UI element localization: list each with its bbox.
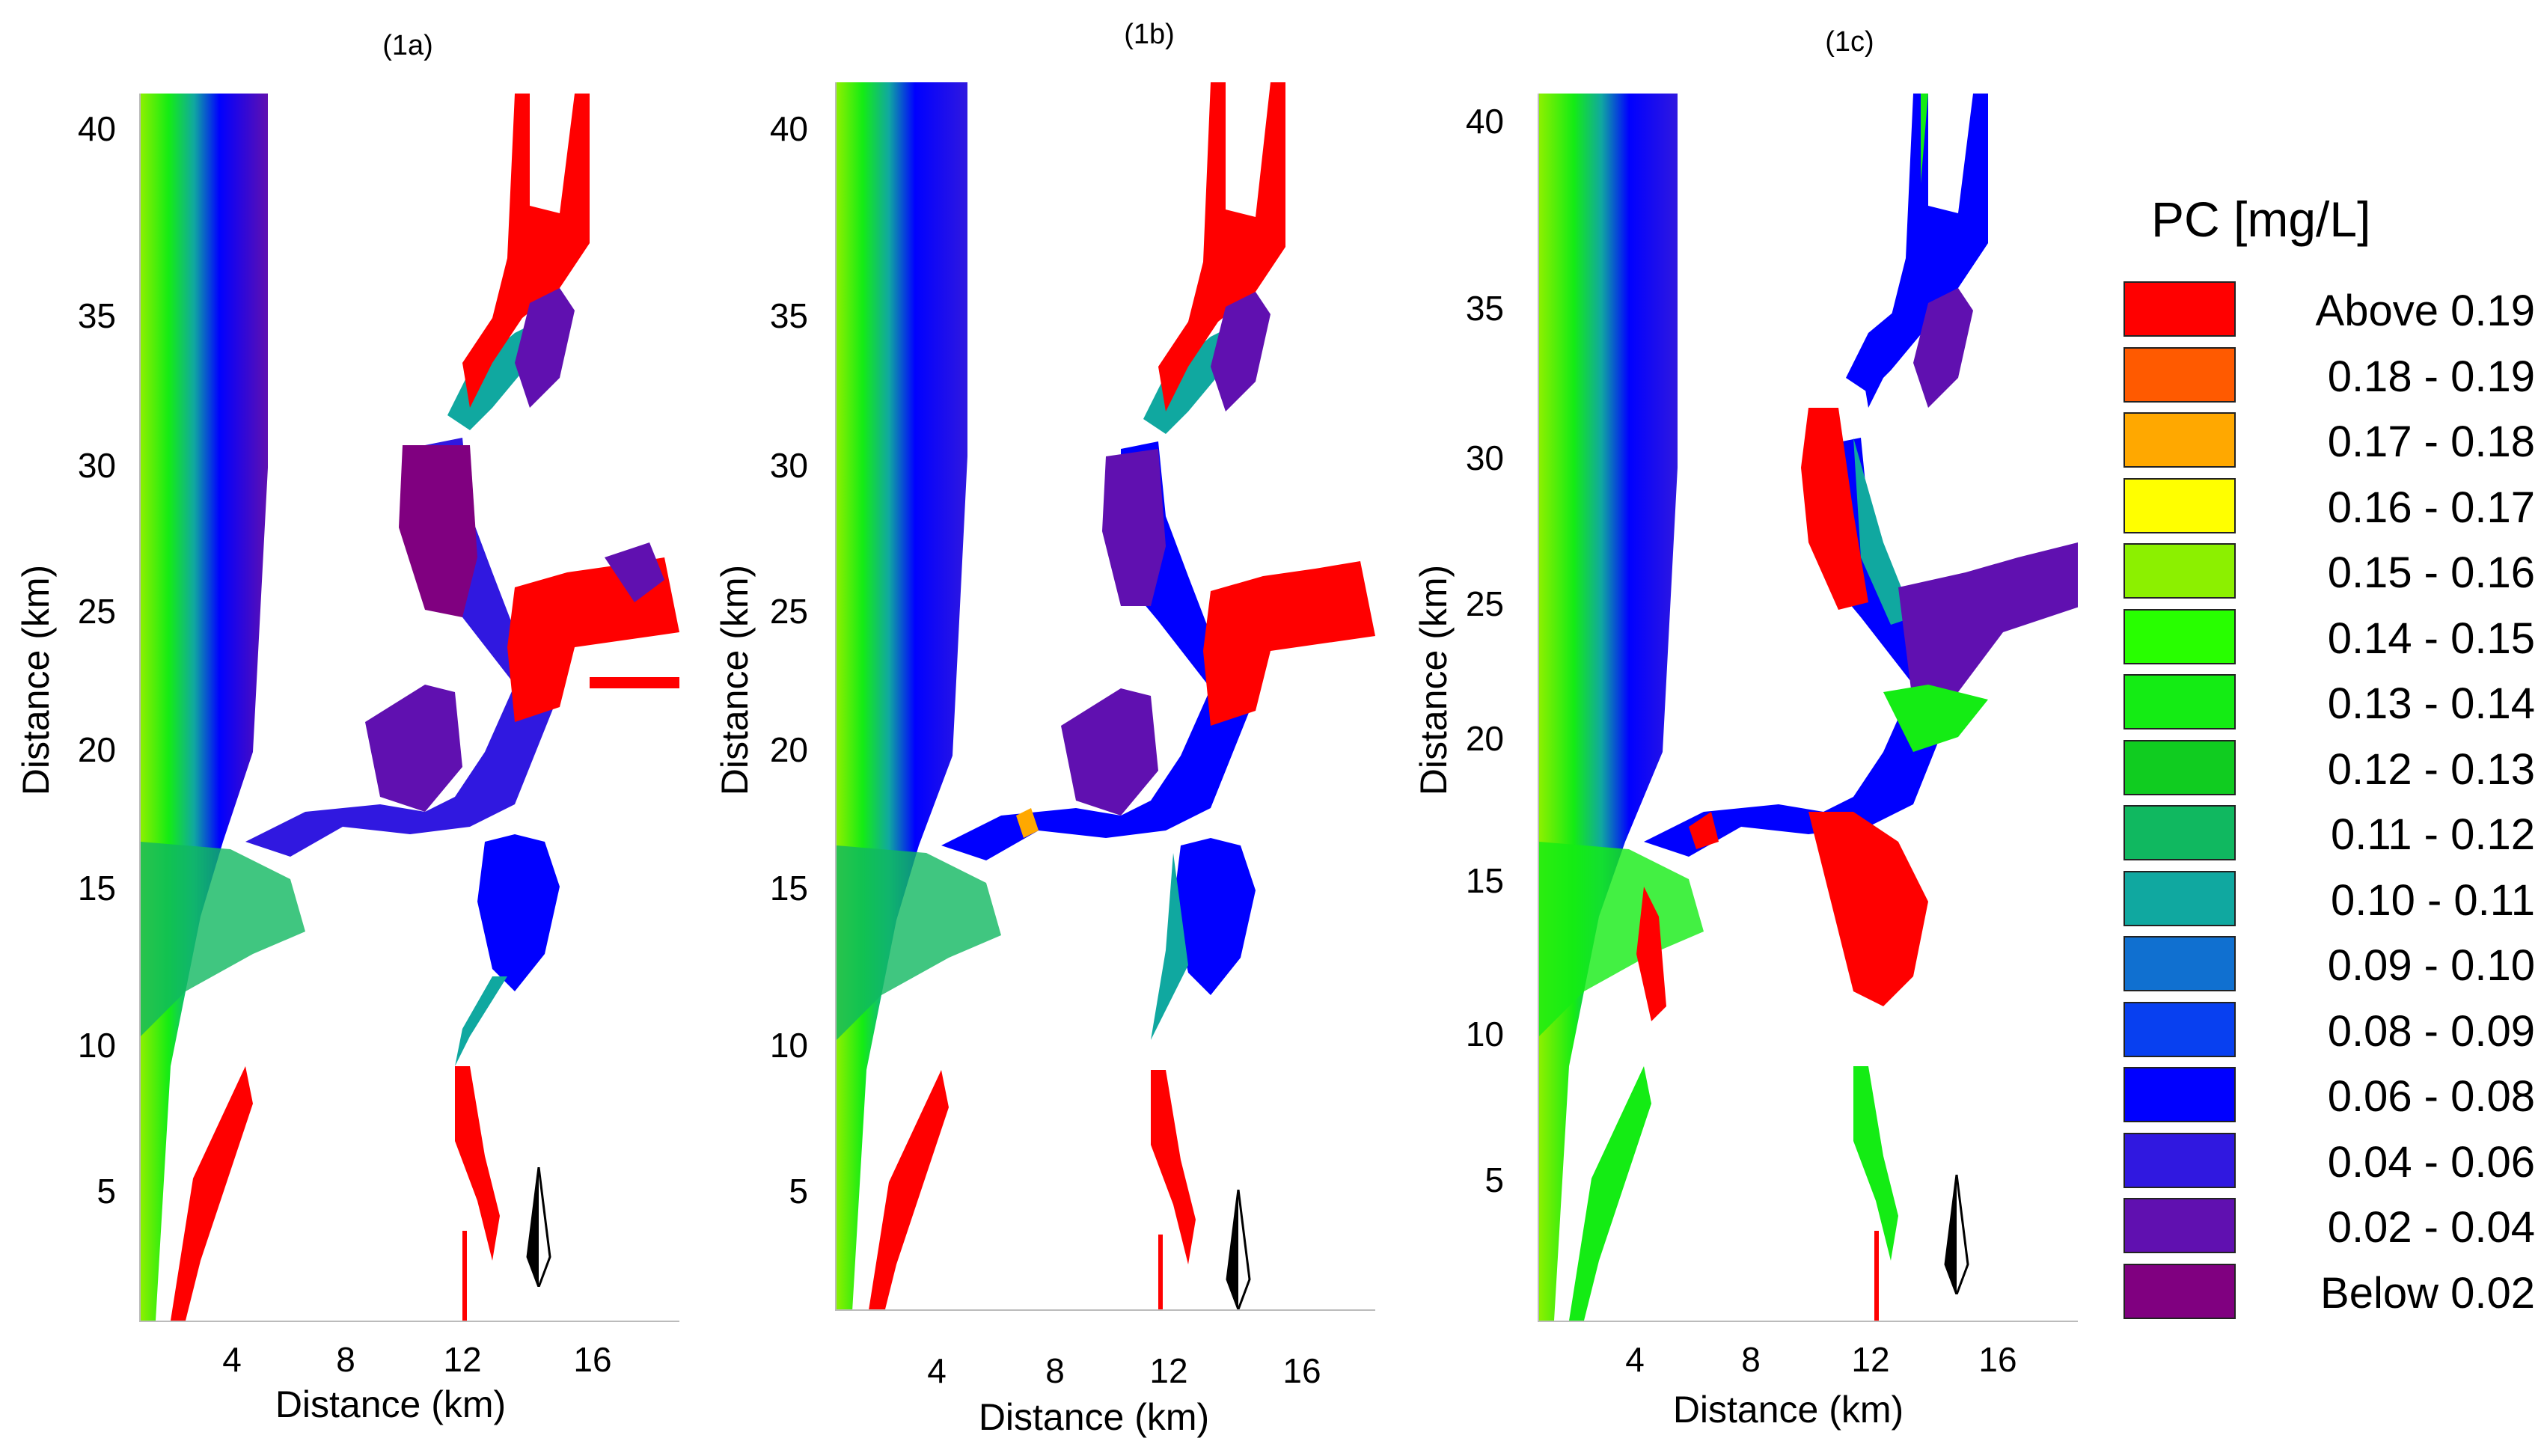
y-tick: 15 — [769, 869, 808, 908]
x-tick: 12 — [1851, 1340, 1890, 1379]
legend-title: PC [mg/L] — [2151, 192, 2371, 247]
legend-swatch — [2123, 346, 2236, 403]
legend-item: 0.09 - 0.10 — [2123, 932, 2535, 991]
y-tick: 35 — [77, 296, 116, 335]
y-tick: 5 — [97, 1172, 116, 1211]
concentration-map-1a — [139, 94, 679, 1322]
legend-label: 0.16 - 0.17 — [2327, 483, 2535, 532]
y-tick: 5 — [1484, 1160, 1504, 1199]
x-tick: 12 — [443, 1340, 482, 1379]
y-tick: 25 — [77, 592, 116, 631]
y-tick: 20 — [1465, 719, 1504, 758]
legend-item: 0.02 - 0.04 — [2123, 1193, 2535, 1253]
y-tick: 15 — [1465, 861, 1504, 900]
x-tick: 12 — [1149, 1351, 1188, 1390]
legend-item: 0.04 - 0.06 — [2123, 1128, 2535, 1188]
x-axis-label: Distance (km) — [978, 1396, 1210, 1438]
legend-item: 0.13 - 0.14 — [2123, 670, 2535, 729]
legend-item: 0.12 - 0.13 — [2123, 735, 2535, 795]
panel-title: (1c) — [1825, 26, 1874, 58]
x-axis-label: Distance (km) — [275, 1383, 507, 1425]
legend-label: Below 0.02 — [2320, 1268, 2535, 1318]
legend-item: Below 0.02 — [2123, 1259, 2535, 1319]
legend-swatch — [2123, 477, 2236, 533]
y-tick: 30 — [769, 446, 808, 485]
panel-title: (1b) — [1124, 19, 1175, 50]
legend-swatch — [2123, 412, 2236, 468]
legend-item: 0.16 - 0.17 — [2123, 474, 2535, 533]
legend-item: 0.11 - 0.12 — [2123, 801, 2535, 860]
y-tick: 25 — [1465, 584, 1504, 623]
y-tick: 40 — [769, 109, 808, 148]
y-tick: 40 — [77, 109, 116, 148]
legend-label: 0.09 - 0.10 — [2327, 941, 2535, 990]
legend-swatch — [2123, 1198, 2236, 1253]
y-tick: 20 — [769, 730, 808, 769]
legend-label: 0.06 - 0.08 — [2327, 1072, 2535, 1121]
y-axis-label: Distance (km) — [15, 564, 57, 796]
panel-title: (1a) — [382, 30, 433, 61]
legend-label: 0.13 - 0.14 — [2327, 679, 2535, 728]
y-tick: 20 — [77, 730, 116, 769]
legend-swatch — [2123, 281, 2236, 337]
concentration-map-1c — [1538, 94, 2078, 1322]
legend-swatch — [2123, 1001, 2236, 1057]
legend-item: 0.14 - 0.15 — [2123, 605, 2535, 664]
y-tick: 5 — [789, 1172, 808, 1211]
legend-label: Above 0.19 — [2315, 287, 2535, 335]
legend-label: 0.14 - 0.15 — [2327, 614, 2535, 663]
legend-item: 0.10 - 0.11 — [2123, 866, 2535, 926]
legend-swatch — [2123, 739, 2236, 795]
legend-label: 0.18 - 0.19 — [2327, 352, 2535, 401]
legend-item: Above 0.19 — [2123, 277, 2535, 337]
x-tick: 8 — [1045, 1351, 1065, 1390]
legend-label: 0.11 - 0.12 — [2330, 810, 2535, 859]
y-tick: 10 — [77, 1026, 116, 1065]
legend-label: 0.02 - 0.04 — [2327, 1203, 2535, 1252]
y-tick: 40 — [1465, 102, 1504, 141]
legend-swatch — [2123, 674, 2236, 729]
legend-swatch — [2123, 805, 2236, 860]
x-tick: 8 — [336, 1340, 355, 1379]
y-tick: 30 — [77, 446, 116, 485]
x-axis-label: Distance (km) — [1672, 1389, 1904, 1431]
north-arrow-icon — [1934, 1175, 1979, 1294]
y-tick: 25 — [769, 592, 808, 631]
x-tick: 4 — [222, 1340, 242, 1379]
legend-swatch — [2123, 1263, 2236, 1319]
y-tick: 10 — [1465, 1015, 1504, 1053]
y-tick: 35 — [769, 296, 808, 335]
x-tick: 16 — [573, 1340, 612, 1379]
legend-label: 0.17 - 0.18 — [2327, 417, 2535, 466]
north-arrow-icon — [1216, 1190, 1261, 1309]
legend-label: 0.04 - 0.06 — [2327, 1137, 2535, 1187]
legend-item: 0.17 - 0.18 — [2123, 408, 2535, 468]
y-tick: 10 — [769, 1026, 808, 1065]
legend-label: 0.08 - 0.09 — [2327, 1006, 2535, 1056]
x-tick: 16 — [1282, 1351, 1321, 1390]
x-tick: 4 — [1625, 1340, 1645, 1379]
y-axis-label: Distance (km) — [714, 564, 756, 796]
x-tick: 16 — [1978, 1340, 2017, 1379]
legend-swatch — [2123, 870, 2236, 926]
y-tick: 15 — [77, 869, 116, 908]
legend-item: 0.15 - 0.16 — [2123, 539, 2535, 599]
legend-item: 0.18 - 0.19 — [2123, 343, 2535, 403]
legend-item: 0.06 - 0.08 — [2123, 1062, 2535, 1122]
x-tick: 4 — [927, 1351, 947, 1390]
legend-swatch — [2123, 1067, 2236, 1122]
y-tick: 35 — [1465, 289, 1504, 328]
y-tick: 30 — [1465, 438, 1504, 477]
legend-label: 0.10 - 0.11 — [2330, 875, 2535, 925]
legend-swatch — [2123, 608, 2236, 664]
x-tick: 8 — [1741, 1340, 1761, 1379]
north-arrow-icon — [516, 1167, 561, 1287]
concentration-map-1b — [835, 82, 1375, 1311]
legend-item: 0.08 - 0.09 — [2123, 997, 2535, 1057]
legend-swatch — [2123, 543, 2236, 599]
legend-label: 0.12 - 0.13 — [2327, 744, 2535, 794]
legend-label: 0.15 - 0.16 — [2327, 548, 2535, 597]
legend-swatch — [2123, 936, 2236, 991]
legend-swatch — [2123, 1132, 2236, 1188]
